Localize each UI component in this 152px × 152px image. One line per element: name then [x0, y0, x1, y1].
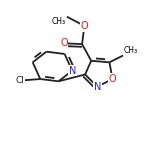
Text: CH₃: CH₃ — [52, 17, 66, 26]
Text: Cl: Cl — [15, 76, 24, 85]
Text: N: N — [94, 82, 101, 92]
Text: CH₃: CH₃ — [124, 46, 138, 55]
Text: N: N — [69, 66, 76, 76]
Text: O: O — [109, 74, 116, 84]
Text: O: O — [81, 21, 88, 31]
Text: O: O — [60, 38, 68, 48]
